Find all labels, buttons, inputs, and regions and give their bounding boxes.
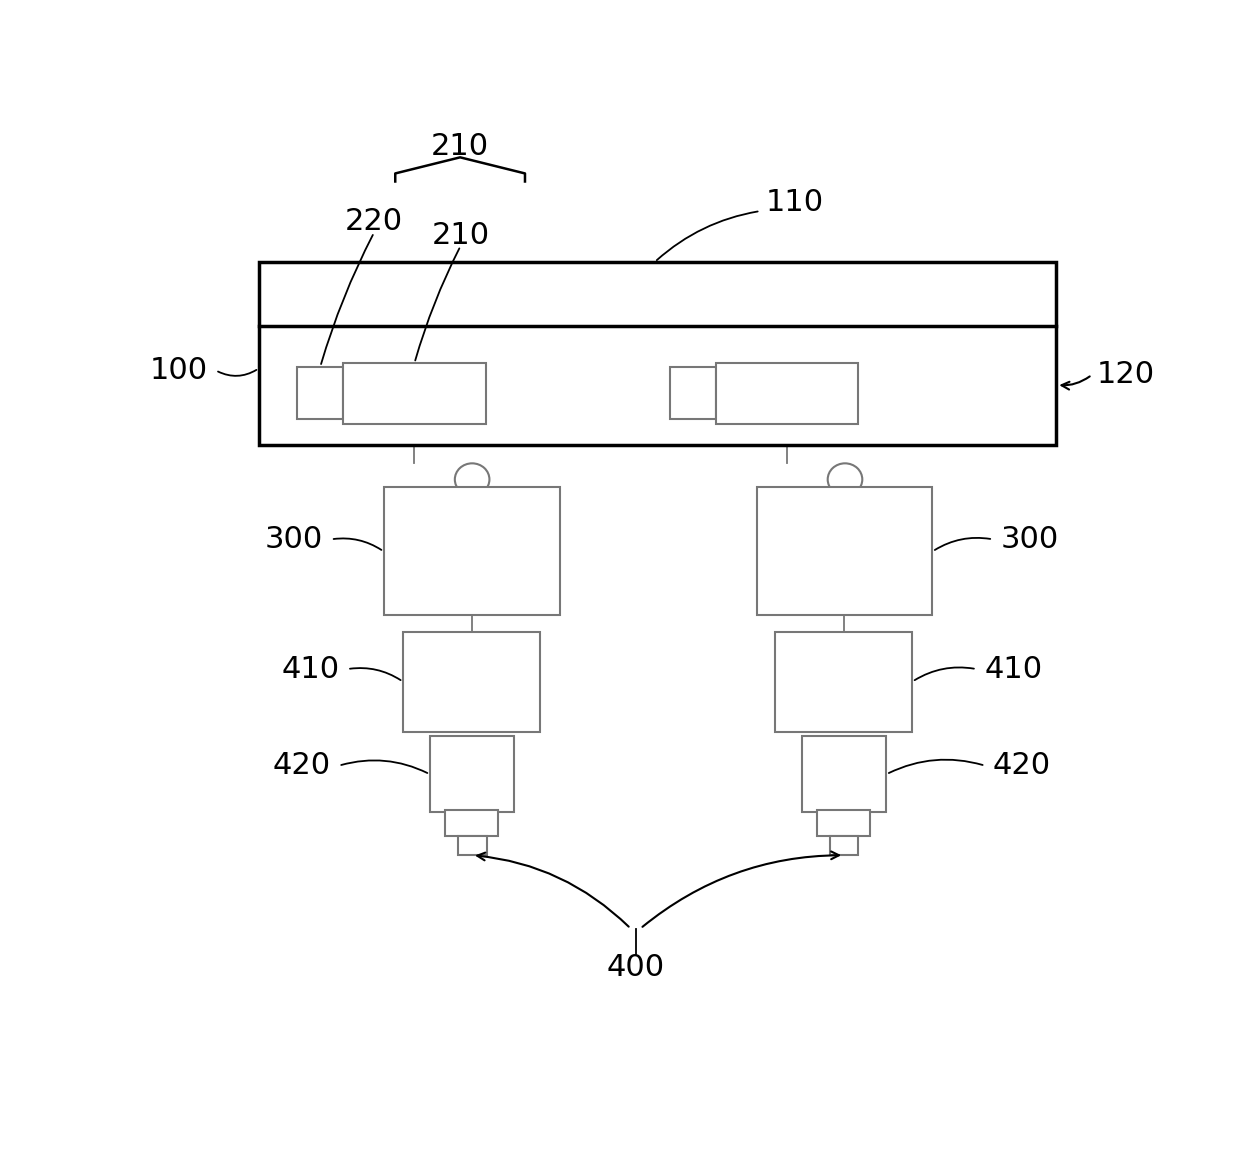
Bar bbox=[430, 737, 515, 812]
Bar bbox=[670, 367, 717, 418]
Bar bbox=[259, 261, 1056, 445]
Text: 300: 300 bbox=[1001, 525, 1059, 554]
Bar bbox=[775, 631, 913, 732]
Text: 220: 220 bbox=[345, 207, 403, 236]
Bar bbox=[756, 488, 932, 616]
Bar bbox=[343, 363, 486, 424]
Text: 100: 100 bbox=[150, 356, 208, 385]
Bar bbox=[802, 737, 887, 812]
Text: 210: 210 bbox=[432, 132, 489, 160]
Bar bbox=[817, 811, 870, 835]
Bar bbox=[403, 631, 541, 732]
Text: 120: 120 bbox=[1096, 360, 1154, 389]
Text: 210: 210 bbox=[432, 221, 490, 250]
Bar bbox=[830, 835, 858, 855]
Text: 420: 420 bbox=[273, 752, 331, 780]
Text: 400: 400 bbox=[606, 953, 665, 982]
Bar bbox=[717, 363, 858, 424]
Bar bbox=[383, 488, 559, 616]
Bar bbox=[298, 367, 343, 418]
Text: 410: 410 bbox=[985, 654, 1043, 683]
Text: 420: 420 bbox=[993, 752, 1052, 780]
Text: 300: 300 bbox=[265, 525, 324, 554]
Bar bbox=[458, 835, 486, 855]
Text: 110: 110 bbox=[765, 187, 823, 216]
Bar bbox=[445, 811, 498, 835]
Text: 410: 410 bbox=[281, 654, 340, 683]
